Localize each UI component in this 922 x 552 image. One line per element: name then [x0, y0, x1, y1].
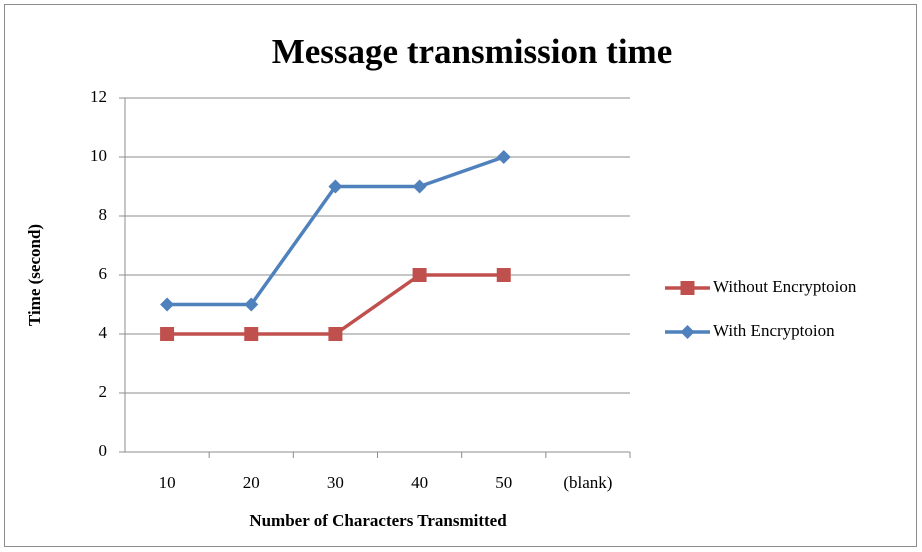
data-point [328, 179, 343, 194]
data-point [160, 327, 175, 341]
legend-label: Without Encryptoion [713, 277, 857, 296]
x-tick-label: 30 [327, 473, 344, 492]
x-axis-label: Number of Characters Transmitted [249, 511, 507, 530]
y-tick-label: 10 [90, 146, 107, 165]
y-tick-label: 6 [99, 264, 108, 283]
data-point [328, 327, 343, 341]
y-tick-label: 8 [99, 205, 108, 224]
x-tick-label: (blank) [563, 473, 612, 492]
data-point [412, 268, 427, 282]
data-point [160, 297, 175, 312]
x-tick-label: 10 [159, 473, 176, 492]
legend-marker [680, 281, 695, 295]
data-point [496, 150, 511, 164]
y-tick-label: 4 [99, 323, 108, 342]
data-point [412, 179, 427, 194]
chart-title: Message transmission time [272, 32, 673, 71]
legend-label: With Encryptoion [713, 321, 835, 340]
data-point [496, 268, 511, 282]
y-tick-label: 0 [99, 441, 108, 460]
data-point [244, 297, 259, 312]
x-tick-label: 20 [243, 473, 260, 492]
x-tick-label: 50 [495, 473, 512, 492]
y-tick-label: 12 [90, 87, 107, 106]
data-point [244, 327, 259, 341]
y-tick-label: 2 [99, 382, 108, 401]
legend-marker [680, 325, 695, 339]
y-axis-label: Time (second) [25, 224, 44, 326]
x-tick-label: 40 [411, 473, 428, 492]
